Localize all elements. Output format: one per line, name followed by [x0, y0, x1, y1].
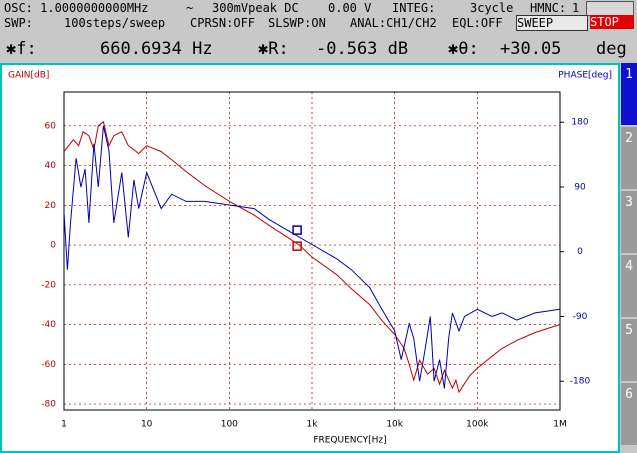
integ-val: 3cycle	[470, 1, 514, 15]
series-line	[63, 125, 561, 389]
y-tick-label: 0	[50, 241, 56, 251]
series-line	[63, 120, 561, 394]
y2-tick-label: -180	[570, 377, 591, 387]
plot-frame	[63, 91, 561, 411]
y2-tick-label: 180	[571, 118, 588, 128]
y-tick-label: 40	[45, 161, 57, 171]
x-tick-label: 1M	[553, 420, 567, 430]
x-tick-label: 1	[61, 420, 67, 430]
x-tick-label: 100k	[466, 420, 489, 430]
cursor-marker	[292, 225, 302, 235]
swp: SWP:	[4, 16, 33, 30]
x-tick-label: 10	[141, 420, 153, 430]
osc: OSC: 1.0000000000MHz	[4, 1, 149, 15]
readout-unit: deg	[596, 39, 627, 59]
readout-theta-val: +30.05	[500, 39, 562, 59]
x-tick-label: 1k	[307, 420, 319, 430]
y2-tick-label: 90	[574, 182, 586, 192]
sweep-button[interactable]: SWEEP	[516, 15, 588, 31]
y-tick-label: -80	[41, 400, 56, 410]
y2-label: PHASE[deg]	[558, 71, 612, 81]
amplitude: 300mVpeak DC	[212, 1, 299, 15]
cprsn: CPRSN:OFF	[190, 16, 256, 30]
x-tick-label: 100	[221, 420, 238, 430]
steps: 100steps/sweep	[64, 16, 166, 30]
tab[interactable]: 4	[621, 255, 637, 317]
panel	[0, 63, 620, 453]
readout-f-val: 660.6934 Hz	[100, 39, 213, 59]
dc: 0.00 V	[328, 1, 372, 15]
tab[interactable]: 6	[621, 383, 637, 445]
y2-tick-label: -90	[573, 312, 588, 322]
tab[interactable]: 1	[621, 63, 637, 125]
x-label: FREQUENCY[Hz]	[313, 436, 386, 446]
box	[586, 1, 634, 16]
slswp: SLSWP:ON	[268, 16, 326, 30]
readout-theta: ✱θ:	[448, 39, 479, 59]
stop-button[interactable]: STOP	[590, 15, 634, 29]
x-tick-label: 10k	[386, 420, 403, 430]
y-tick-label: -60	[41, 360, 56, 370]
anal: ANAL:CH1/CH2	[350, 16, 437, 30]
y-tick-label: -20	[41, 280, 56, 290]
y-tick-label: 20	[45, 201, 57, 211]
y-tick-label: 60	[45, 121, 57, 131]
integ: INTEG:	[392, 1, 436, 15]
tab[interactable]: 3	[621, 191, 637, 253]
tab[interactable]: 2	[621, 127, 637, 189]
tab[interactable]: 5	[621, 319, 637, 381]
hmnc: HMNC:	[530, 1, 567, 15]
wave: ~	[186, 1, 194, 15]
hmnc-val: 1	[572, 1, 580, 15]
readout-r-val: -0.563 dB	[316, 39, 409, 59]
readout-f: ✱f:	[6, 39, 37, 59]
chart: GAIN[dB] PHASE[deg] FREQUENCY[Hz] 1 10 100…	[0, 63, 620, 453]
cursor-marker	[292, 241, 302, 251]
y2-tick-label: 0	[577, 247, 583, 257]
readout-r: ✱R:	[258, 39, 289, 59]
eql: EQL:OFF	[452, 16, 503, 30]
y-tick-label: -40	[41, 320, 56, 330]
y-label: GAIN[dB]	[8, 71, 49, 81]
